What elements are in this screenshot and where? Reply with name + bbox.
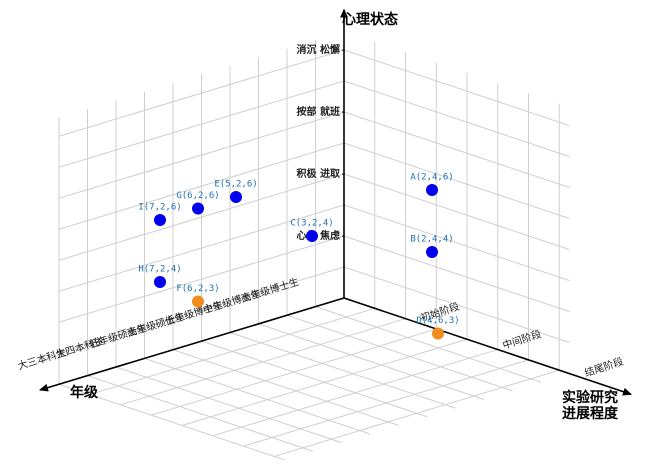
point-label: D(4,6,3) xyxy=(416,316,459,326)
grid-line xyxy=(87,375,314,452)
z-tick-label: 心急 焦虑 xyxy=(297,229,340,242)
x-axis-title: 年级 xyxy=(70,384,99,401)
grid xyxy=(58,31,570,461)
grid-line xyxy=(144,357,371,435)
grid-line xyxy=(343,173,570,251)
grid-line xyxy=(89,307,375,396)
grid-line xyxy=(58,111,345,199)
x-tick-label: 大三本科生 xyxy=(16,345,68,372)
grid-line xyxy=(343,142,570,220)
marks xyxy=(154,184,444,340)
grid-line xyxy=(58,173,345,261)
grid-line xyxy=(120,318,406,406)
point-label: G(6,2,6) xyxy=(176,191,219,201)
point-label: A(2,4,6) xyxy=(410,173,453,183)
point-label: I(7,2,6) xyxy=(138,203,181,213)
grid-line xyxy=(343,204,570,282)
y-tick-label: 结尾阶段 xyxy=(583,355,625,380)
data-point xyxy=(192,202,204,215)
grid-line xyxy=(343,80,570,158)
grid-line xyxy=(274,369,560,457)
grid-line xyxy=(315,306,542,383)
z-tick-label: 消沉 松懈 xyxy=(297,43,340,56)
grid-line xyxy=(212,349,498,437)
grid-line xyxy=(343,266,570,344)
grid-line xyxy=(58,266,345,354)
grid-line xyxy=(258,323,485,400)
grid-line xyxy=(58,383,285,461)
grid-line xyxy=(286,314,513,392)
point-label: F(6,2,3) xyxy=(176,284,219,294)
grid-line xyxy=(58,235,345,323)
grid-line xyxy=(58,142,345,230)
grid-line xyxy=(343,235,570,313)
grid-line xyxy=(58,80,345,168)
y-axis xyxy=(343,297,632,396)
labels: 年级心理状态实验研究进展程度高年级博士生中年级博士生低年级博士生高年级硕士生低年… xyxy=(16,11,625,422)
data-point xyxy=(432,327,444,340)
grid-line xyxy=(151,328,437,416)
z-tick-label: 按部 就班 xyxy=(297,105,340,118)
y-axis-title: 进展程度 xyxy=(562,405,619,422)
grid-line xyxy=(201,340,428,418)
data-point xyxy=(192,295,204,308)
grid-line xyxy=(58,49,345,137)
grid-line xyxy=(172,349,399,426)
point-label: C(3,2,4) xyxy=(290,219,333,229)
axes xyxy=(39,8,632,396)
data-point xyxy=(306,230,318,242)
data-point xyxy=(154,276,166,288)
grid-line xyxy=(343,49,570,127)
point-label: H(7,2,4) xyxy=(138,265,181,275)
grid-line xyxy=(115,366,342,444)
y-axis-title: 实验研究 xyxy=(562,389,618,406)
data-point xyxy=(426,184,438,196)
x-axis xyxy=(39,297,345,392)
z-axis-title: 心理状态 xyxy=(342,11,398,28)
grid-line xyxy=(343,111,570,189)
grid-line xyxy=(229,332,456,409)
point-label: B(2,4,4) xyxy=(410,235,453,245)
data-point xyxy=(230,191,242,203)
data-point xyxy=(426,246,438,258)
y-tick-label: 中间阶段 xyxy=(501,327,543,352)
grid-line xyxy=(181,338,468,426)
point-label: E(5,2,6) xyxy=(214,180,257,190)
data-point xyxy=(154,214,166,226)
grid-line xyxy=(243,359,529,447)
z-tick-label: 积极 进取 xyxy=(297,167,341,180)
grid-line xyxy=(58,204,345,292)
